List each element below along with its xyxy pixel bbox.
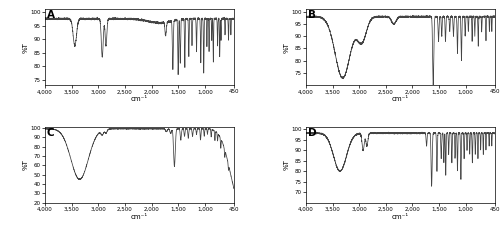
Text: B: B [308, 10, 316, 20]
X-axis label: cm⁻¹: cm⁻¹ [131, 96, 148, 103]
Text: D: D [308, 128, 316, 138]
Y-axis label: %T: %T [283, 159, 289, 170]
X-axis label: cm⁻¹: cm⁻¹ [392, 96, 409, 103]
Text: A: A [47, 10, 55, 20]
X-axis label: cm⁻¹: cm⁻¹ [131, 214, 148, 220]
Y-axis label: %T: %T [22, 42, 28, 53]
Y-axis label: %T: %T [22, 159, 28, 170]
X-axis label: cm⁻¹: cm⁻¹ [392, 214, 409, 220]
Text: C: C [47, 128, 54, 138]
Y-axis label: %T: %T [283, 42, 289, 53]
